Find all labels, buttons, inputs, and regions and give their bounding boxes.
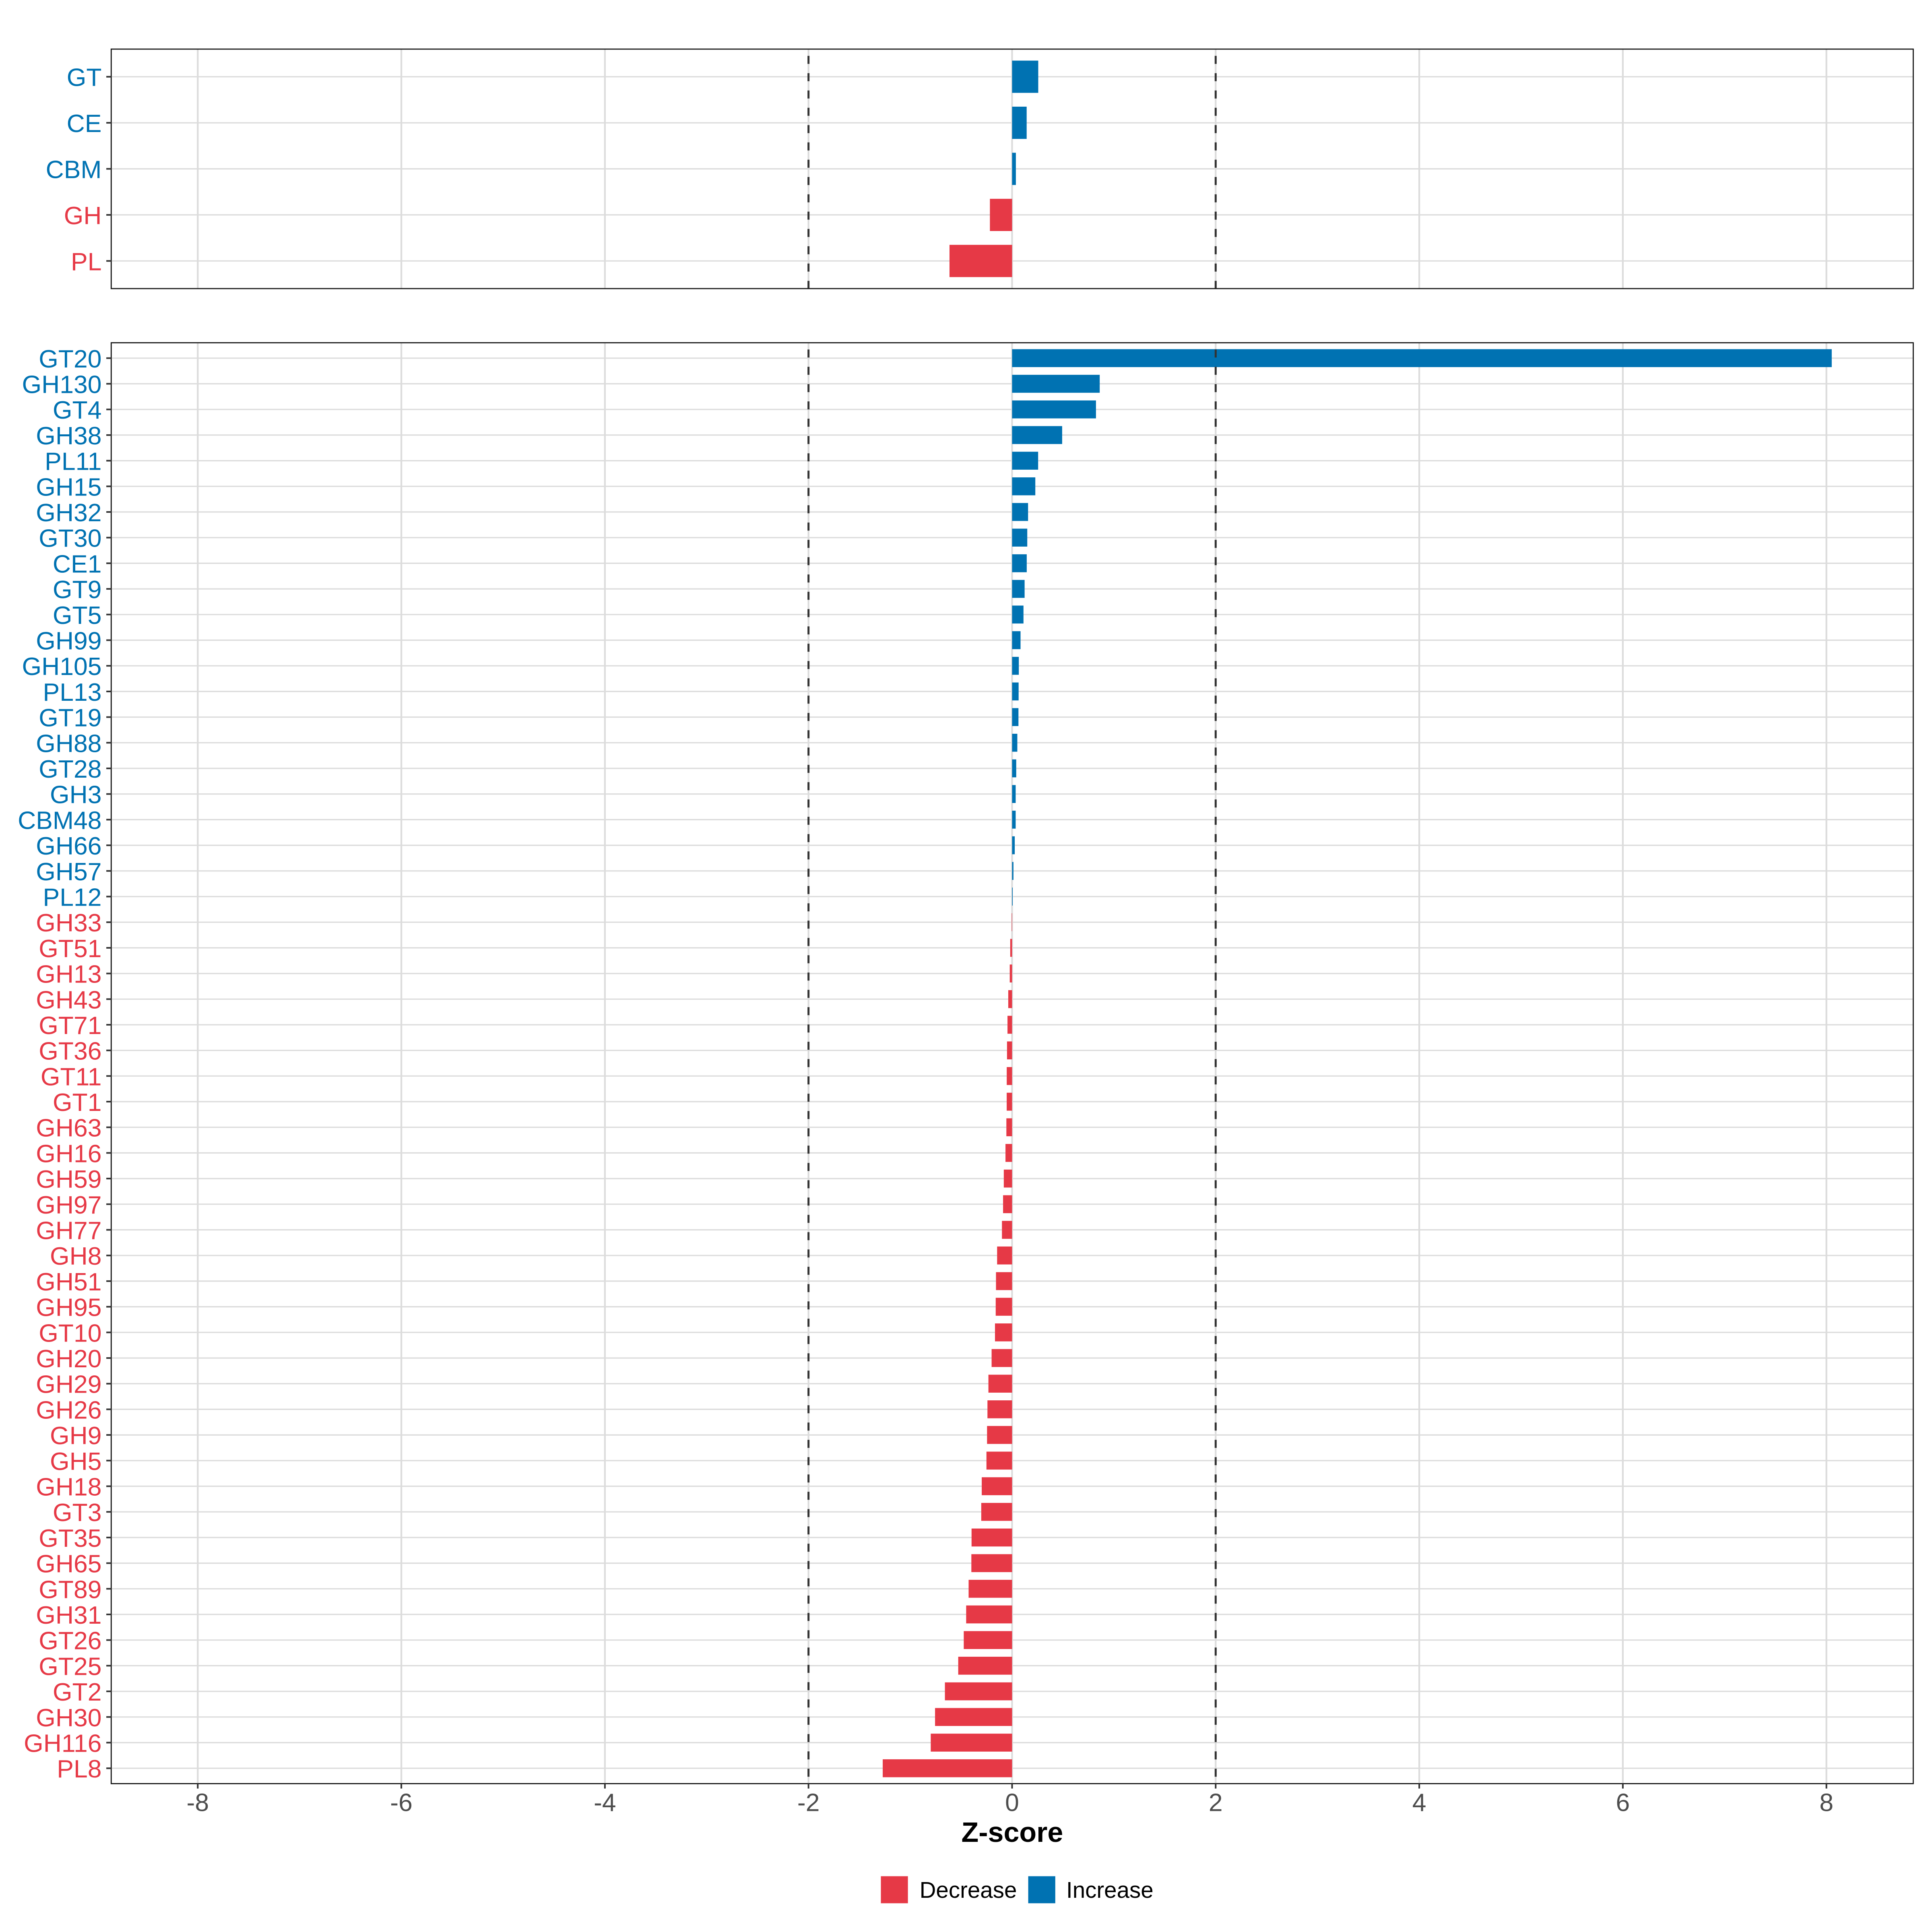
svg-text:GT19: GT19 <box>39 704 101 732</box>
svg-text:GH43: GH43 <box>36 986 101 1014</box>
svg-text:-8: -8 <box>187 1789 209 1817</box>
svg-text:GT30: GT30 <box>39 524 101 553</box>
svg-text:GT51: GT51 <box>39 935 101 963</box>
svg-text:GT4: GT4 <box>53 396 102 424</box>
svg-text:GT35: GT35 <box>39 1524 101 1552</box>
svg-text:GH57: GH57 <box>36 858 101 886</box>
svg-text:0: 0 <box>1005 1789 1019 1817</box>
svg-text:CE: CE <box>67 109 102 138</box>
svg-text:GH13: GH13 <box>36 960 101 989</box>
svg-text:GT89: GT89 <box>39 1575 101 1604</box>
svg-text:GH32: GH32 <box>36 499 101 527</box>
svg-text:GH29: GH29 <box>36 1371 101 1399</box>
svg-text:GH77: GH77 <box>36 1217 101 1245</box>
svg-text:GH116: GH116 <box>24 1730 101 1758</box>
svg-text:GH30: GH30 <box>36 1704 101 1732</box>
svg-text:GH9: GH9 <box>50 1422 102 1450</box>
svg-text:PL8: PL8 <box>57 1755 101 1783</box>
svg-text:GT28: GT28 <box>39 755 101 783</box>
svg-text:GT5: GT5 <box>53 601 102 630</box>
svg-text:GH20: GH20 <box>36 1345 101 1373</box>
svg-text:-6: -6 <box>390 1789 413 1817</box>
svg-text:GH15: GH15 <box>36 473 101 501</box>
svg-text:GH88: GH88 <box>36 729 101 758</box>
svg-text:PL: PL <box>71 248 101 276</box>
svg-text:GT1: GT1 <box>53 1088 102 1117</box>
svg-text:GT25: GT25 <box>39 1652 101 1680</box>
svg-text:CBM48: CBM48 <box>18 806 101 834</box>
svg-text:-4: -4 <box>594 1789 616 1817</box>
svg-text:CE1: CE1 <box>53 550 102 578</box>
svg-text:GH: GH <box>64 202 102 230</box>
svg-text:GH5: GH5 <box>50 1447 102 1476</box>
svg-text:GH38: GH38 <box>36 422 101 450</box>
svg-text:GT20: GT20 <box>39 345 101 373</box>
svg-text:GT26: GT26 <box>39 1627 101 1655</box>
svg-text:4: 4 <box>1412 1789 1426 1817</box>
svg-text:GH33: GH33 <box>36 909 101 937</box>
svg-text:8: 8 <box>1819 1789 1833 1817</box>
svg-text:GT71: GT71 <box>39 1011 101 1040</box>
svg-text:GT3: GT3 <box>53 1499 102 1527</box>
svg-text:GH16: GH16 <box>36 1139 101 1168</box>
svg-text:CBM: CBM <box>46 156 102 184</box>
svg-text:PL12: PL12 <box>43 883 102 912</box>
svg-text:GT36: GT36 <box>39 1037 101 1065</box>
svg-text:2: 2 <box>1209 1789 1223 1817</box>
svg-text:Decrease: Decrease <box>920 1877 1017 1903</box>
svg-text:GH59: GH59 <box>36 1165 101 1193</box>
svg-text:GT: GT <box>67 64 102 92</box>
svg-text:GH3: GH3 <box>50 781 102 809</box>
svg-text:Z-score: Z-score <box>961 1816 1063 1848</box>
svg-text:-2: -2 <box>797 1789 820 1817</box>
svg-text:GH99: GH99 <box>36 627 101 655</box>
svg-text:GH26: GH26 <box>36 1396 101 1424</box>
svg-text:6: 6 <box>1616 1789 1630 1817</box>
svg-text:GH105: GH105 <box>22 652 101 681</box>
svg-text:GH65: GH65 <box>36 1550 101 1578</box>
svg-text:GT10: GT10 <box>39 1319 101 1347</box>
svg-text:GH63: GH63 <box>36 1114 101 1142</box>
svg-text:GH66: GH66 <box>36 832 101 860</box>
svg-text:GT2: GT2 <box>53 1678 102 1706</box>
svg-text:GT11: GT11 <box>41 1063 102 1091</box>
svg-text:GH95: GH95 <box>36 1294 101 1322</box>
svg-text:Increase: Increase <box>1066 1877 1154 1903</box>
svg-text:GH51: GH51 <box>36 1268 101 1296</box>
svg-text:GH18: GH18 <box>36 1473 101 1501</box>
svg-text:GH8: GH8 <box>50 1242 102 1270</box>
svg-text:GH130: GH130 <box>22 371 101 399</box>
svg-text:GT9: GT9 <box>53 576 102 604</box>
svg-text:PL13: PL13 <box>43 678 102 706</box>
svg-text:GH97: GH97 <box>36 1191 101 1219</box>
svg-text:GH31: GH31 <box>36 1601 101 1629</box>
svg-text:PL11: PL11 <box>45 448 101 476</box>
